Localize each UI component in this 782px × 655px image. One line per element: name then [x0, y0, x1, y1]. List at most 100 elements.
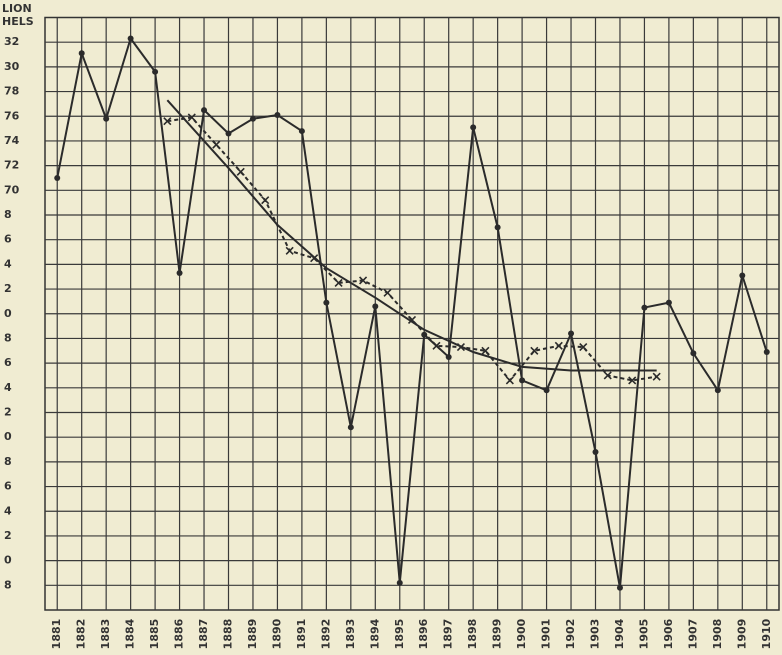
data-point	[78, 50, 85, 57]
x-tick-label: 1903	[589, 619, 602, 650]
y-tick-label: 32	[4, 35, 19, 48]
data-point	[383, 288, 392, 297]
data-point	[212, 140, 221, 149]
y-tick-label: 78	[4, 85, 19, 98]
x-tick-label: 1888	[222, 619, 235, 650]
x-tick-label: 1909	[735, 619, 748, 650]
data-point	[603, 371, 612, 380]
y-tick-label: 72	[4, 159, 19, 172]
y-tick-label: 4	[4, 504, 12, 517]
data-point	[201, 107, 208, 114]
y-tick-label: 0	[4, 430, 12, 443]
y-tick-label: 4	[4, 257, 12, 270]
data-point	[225, 130, 232, 137]
data-point	[579, 343, 588, 352]
data-point	[359, 276, 368, 285]
data-point	[470, 124, 477, 131]
y-tick-label: 2	[4, 282, 12, 295]
data-point	[628, 376, 637, 385]
data-point	[739, 272, 746, 279]
y-axis-label: HELS	[2, 15, 34, 28]
series-line	[166, 99, 657, 372]
data-point	[261, 196, 270, 205]
data-point	[236, 167, 245, 176]
data-point	[481, 346, 490, 355]
x-tick-label: 1890	[270, 618, 283, 649]
data-point	[554, 341, 563, 350]
x-tick-label: 1894	[368, 618, 381, 649]
y-tick-label: 6	[4, 480, 12, 493]
x-tick-label: 1899	[491, 619, 504, 650]
data-point	[616, 584, 623, 591]
x-tick-label: 1897	[442, 619, 455, 650]
y-tick-label: 8	[4, 208, 12, 221]
y-tick-label: 2	[4, 406, 12, 419]
y-tick-label: 0	[4, 307, 12, 320]
y-tick-label: 0	[4, 554, 12, 567]
x-tick-label: 1893	[344, 619, 357, 650]
x-tick-label: 1884	[124, 618, 137, 649]
x-tick-label: 1886	[173, 618, 186, 649]
x-tick-label: 1907	[686, 619, 699, 650]
x-tick-label: 1908	[711, 619, 724, 650]
x-tick-label: 1902	[564, 619, 577, 650]
data-point	[652, 372, 661, 381]
y-tick-label: 74	[4, 134, 20, 147]
y-axis-label: LION	[2, 2, 32, 15]
y-tick-label: 4	[4, 381, 12, 394]
x-tick-label: 1910	[760, 618, 773, 649]
x-tick-label: 1882	[75, 619, 88, 650]
data-point	[568, 330, 575, 337]
y-tick-label: 76	[4, 109, 20, 122]
data-point	[665, 299, 672, 306]
x-tick-label: 1887	[197, 619, 210, 650]
y-tick-label: 6	[4, 233, 12, 246]
x-tick-label: 1905	[637, 619, 650, 650]
x-tick-label: 1889	[246, 619, 259, 650]
x-tick-label: 1898	[466, 619, 479, 650]
x-tick-label: 1883	[99, 619, 112, 650]
x-tick-label: 1885	[148, 619, 161, 650]
y-tick-label: 30	[4, 60, 20, 73]
data-point	[641, 304, 648, 311]
x-tick-label: 1906	[662, 618, 675, 649]
x-tick-label: 1892	[319, 619, 332, 650]
data-point	[187, 113, 196, 122]
data-point	[285, 246, 294, 255]
y-tick-label: 8	[4, 455, 12, 468]
data-point	[445, 353, 452, 360]
data-point	[432, 341, 441, 350]
data-point	[763, 349, 770, 356]
data-point	[323, 299, 330, 306]
x-tick-label: 1891	[295, 619, 308, 650]
x-tick-label: 1896	[417, 618, 430, 649]
data-point	[163, 117, 172, 126]
data-point	[127, 35, 134, 42]
y-tick-label: 6	[4, 356, 12, 369]
data-point	[505, 376, 514, 385]
data-point	[714, 387, 721, 394]
data-point	[530, 346, 539, 355]
x-tick-label: 1895	[393, 619, 406, 650]
data-point	[592, 449, 599, 455]
data-point	[543, 387, 550, 394]
x-tick-label: 1901	[540, 619, 553, 650]
y-tick-label: 70	[4, 183, 20, 196]
data-point	[494, 224, 501, 231]
x-tick-label: 1904	[613, 618, 626, 649]
data-point	[298, 128, 305, 135]
x-tick-label: 1900	[515, 618, 528, 649]
data-point	[274, 112, 281, 119]
data-point	[396, 579, 403, 586]
y-tick-label: 8	[4, 331, 12, 344]
series-line	[56, 36, 768, 588]
data-point	[519, 377, 526, 384]
data-point	[176, 270, 183, 277]
y-tick-label: 8	[4, 578, 12, 591]
y-tick-label: 2	[4, 529, 12, 542]
data-point	[54, 174, 61, 181]
data-point	[347, 424, 354, 431]
